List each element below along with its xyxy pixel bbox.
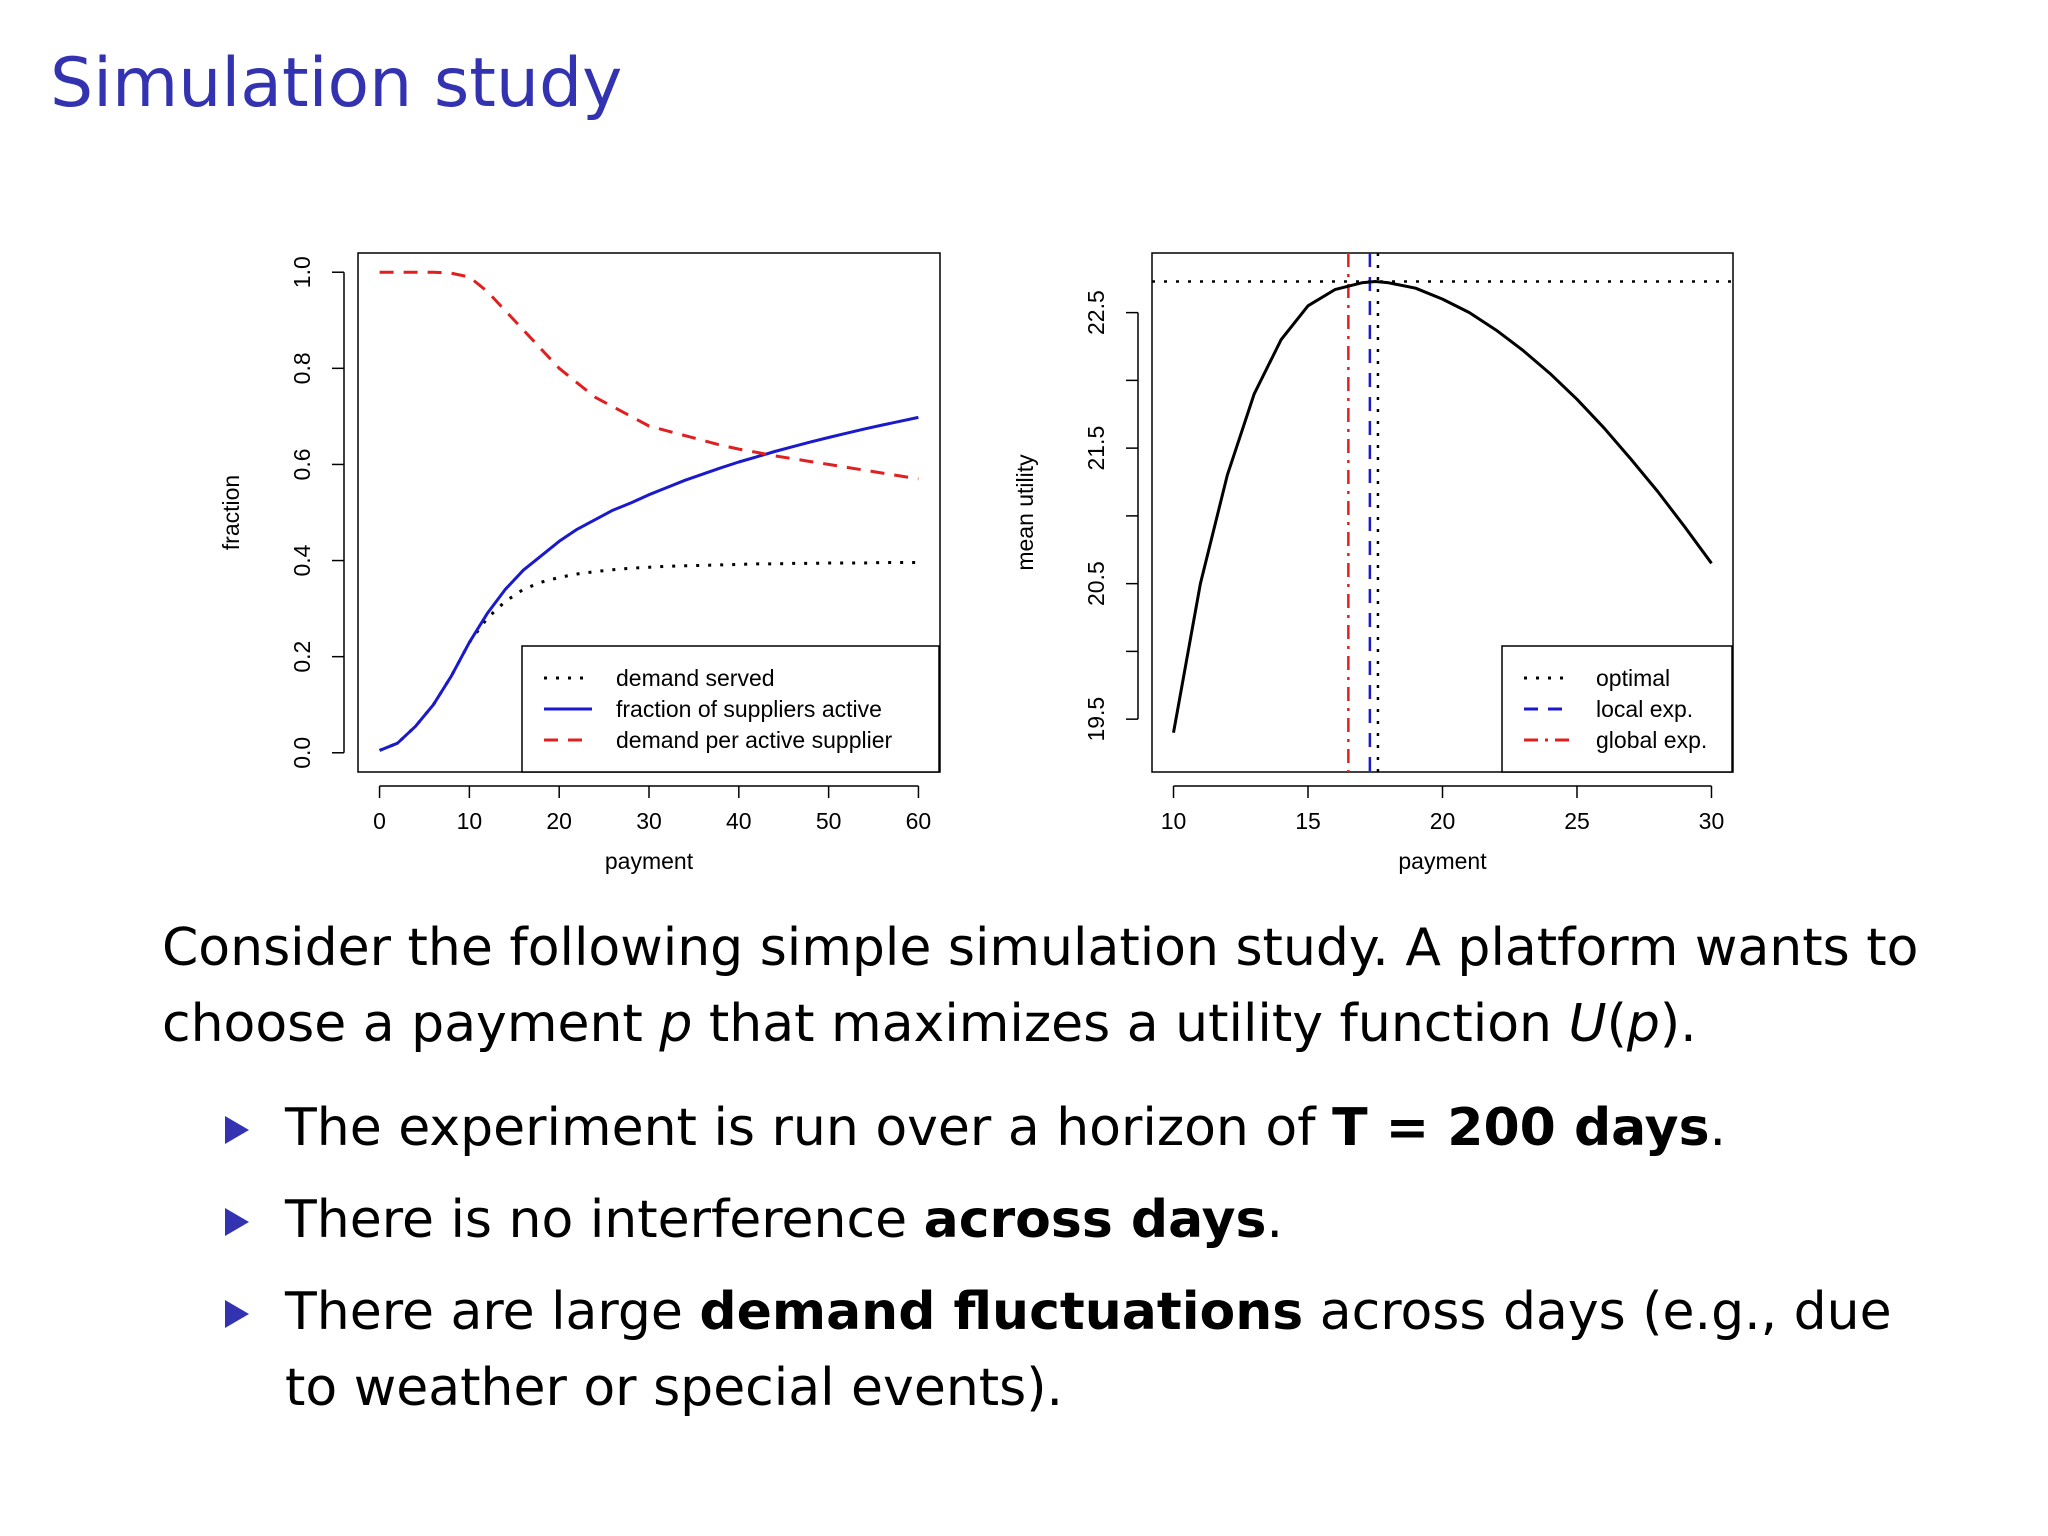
- bullet-item: There are large demand fluctuations acro…: [162, 1274, 1922, 1426]
- y-tick-label: 0.0: [289, 737, 315, 769]
- x-tick-label: 25: [1564, 808, 1590, 834]
- x-tick-label: 20: [546, 808, 572, 834]
- legend-label: global exp.: [1596, 727, 1707, 753]
- bullet-bold: T = 200 days: [1332, 1098, 1710, 1158]
- legend-label: demand served: [616, 665, 775, 691]
- x-tick-label: 15: [1295, 808, 1321, 834]
- bullet-triangle-icon: [225, 1116, 249, 1144]
- bullet-text: There is no interference: [285, 1190, 924, 1250]
- y-tick-label: 20.5: [1083, 561, 1109, 606]
- y-tick-label: 0.6: [289, 448, 315, 480]
- slide-body: Consider the following simple simulation…: [162, 910, 1922, 1442]
- bullet-text: There are large: [285, 1282, 700, 1342]
- bullet-bold: across days: [923, 1190, 1267, 1250]
- series-line: [1172, 280, 1713, 733]
- bullet-text: .: [1266, 1190, 1283, 1250]
- bullet-bold: demand fluctuations: [699, 1282, 1304, 1342]
- bullet-item: There is no interference across days.: [162, 1182, 1922, 1258]
- intro-paren-open: (: [1606, 994, 1627, 1054]
- series-line: [379, 415, 919, 752]
- bullet-triangle-icon: [225, 1208, 249, 1236]
- legend-label: fraction of suppliers active: [616, 696, 882, 722]
- x-tick-label: 20: [1430, 808, 1456, 834]
- y-axis-label: fraction: [218, 475, 244, 550]
- legend-label: optimal: [1596, 665, 1670, 691]
- y-tick-label: 0.8: [289, 352, 315, 384]
- intro-var-p2: p: [1626, 994, 1660, 1054]
- y-tick-label: 19.5: [1083, 697, 1109, 742]
- x-tick-label: 50: [816, 808, 842, 834]
- plot-frame: [1151, 252, 1734, 773]
- bullet-text: across days (e.g., due to weather or spe…: [285, 1282, 1892, 1418]
- x-tick-label: 10: [457, 808, 483, 834]
- bullet-item: The experiment is run over a horizon of …: [162, 1090, 1922, 1166]
- legend-label: local exp.: [1596, 696, 1693, 722]
- legend-right: [1501, 645, 1733, 773]
- x-axis-label: payment: [605, 848, 694, 874]
- x-tick-label: 40: [726, 808, 752, 834]
- intro-var-U: U: [1568, 994, 1607, 1054]
- x-tick-label: 60: [906, 808, 932, 834]
- x-tick-label: 30: [1699, 808, 1725, 834]
- bullet-list: The experiment is run over a horizon of …: [162, 1090, 1922, 1426]
- slide-title: Simulation study: [50, 44, 623, 123]
- y-axis-label: mean utility: [1012, 454, 1038, 571]
- x-tick-label: 10: [1161, 808, 1187, 834]
- y-tick-label: 0.2: [289, 641, 315, 673]
- bullet-text: .: [1709, 1098, 1727, 1158]
- bullet-triangle-icon: [225, 1300, 249, 1328]
- bullet-text: The experiment is run over a horizon of: [285, 1098, 1333, 1158]
- series-line: [379, 270, 919, 481]
- intro-paragraph: Consider the following simple simulation…: [162, 910, 1922, 1062]
- charts-figure: 0 10 20 30 40 50 60 payment 0.0 0.2 0.4 0.6 0.8 1.0 fr…: [218, 252, 1734, 874]
- y-tick-label: 0.4: [289, 544, 315, 576]
- intro-paren-close: ).: [1659, 994, 1697, 1054]
- y-tick-label: 22.5: [1083, 290, 1109, 335]
- y-tick-label: 21.5: [1083, 426, 1109, 471]
- legend-label: demand per active supplier: [616, 727, 892, 753]
- intro-text-2: that maximizes a utility function: [692, 994, 1569, 1054]
- intro-text-1: Consider the following simple simulation…: [162, 918, 1919, 1054]
- x-axis-label: payment: [1398, 848, 1487, 874]
- intro-var-p: p: [659, 994, 693, 1054]
- y-tick-label: 1.0: [289, 256, 315, 288]
- x-tick-label: 0: [373, 808, 386, 834]
- x-tick-label: 30: [636, 808, 662, 834]
